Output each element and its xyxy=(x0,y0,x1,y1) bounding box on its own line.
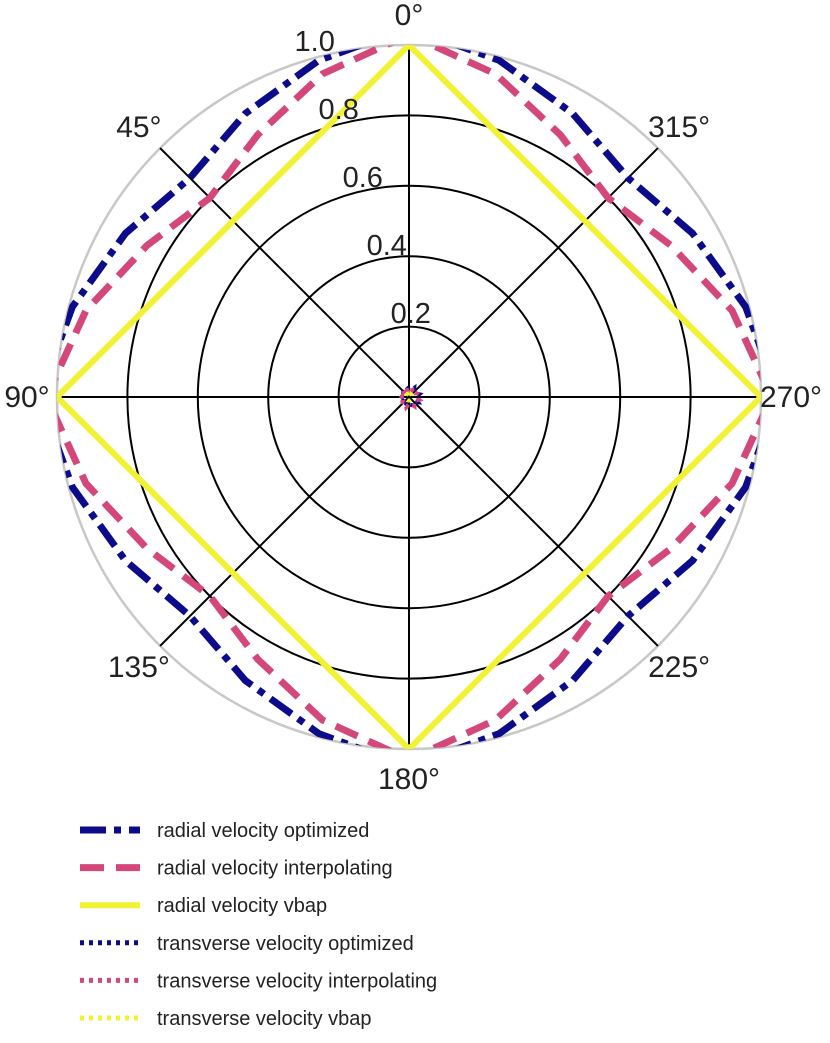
theta-tick-label: 45° xyxy=(116,111,161,144)
grid-spoke xyxy=(159,147,410,398)
grid-spoke xyxy=(408,147,659,398)
series-line xyxy=(403,391,415,403)
legend-label: transverse velocity vbap xyxy=(157,1008,372,1030)
series-line xyxy=(57,45,761,749)
theta-tick-label: 225° xyxy=(648,651,710,684)
grid xyxy=(55,43,763,751)
theta-tick-label: 135° xyxy=(108,651,170,684)
legend-label: transverse velocity optimized xyxy=(157,933,414,955)
r-tick-label: 1.0 xyxy=(295,26,335,58)
legend: radial velocity optimized radial velocity… xyxy=(80,820,437,1030)
theta-tick-label: 270° xyxy=(760,381,822,414)
grid-spoke xyxy=(159,396,410,647)
series-line xyxy=(394,382,424,412)
legend-label: radial velocity vbap xyxy=(157,895,327,917)
r-tick-label: 0.4 xyxy=(367,230,407,262)
theta-tick-label: 315° xyxy=(648,111,710,144)
grid-spoke xyxy=(408,396,659,647)
theta-tick-label: 90° xyxy=(4,381,49,414)
series-line xyxy=(57,45,761,749)
series-line xyxy=(57,45,761,749)
theta-tick-label: 180° xyxy=(378,763,440,796)
legend-label: transverse velocity interpolating xyxy=(157,970,437,992)
legend-label: radial velocity optimized xyxy=(157,820,369,842)
legend-label: radial velocity interpolating xyxy=(157,858,393,880)
theta-tick-label: 0° xyxy=(395,0,424,32)
r-tick-label: 0.6 xyxy=(343,162,383,194)
r-tick-label: 0.8 xyxy=(319,94,359,126)
labels: 0.2 0.4 0.6 0.8 1.0 0° 45° 90° 135° 180° 225° 270° 3… xyxy=(4,0,822,796)
r-tick-label: 0.2 xyxy=(391,298,431,330)
plot-area xyxy=(57,45,761,749)
